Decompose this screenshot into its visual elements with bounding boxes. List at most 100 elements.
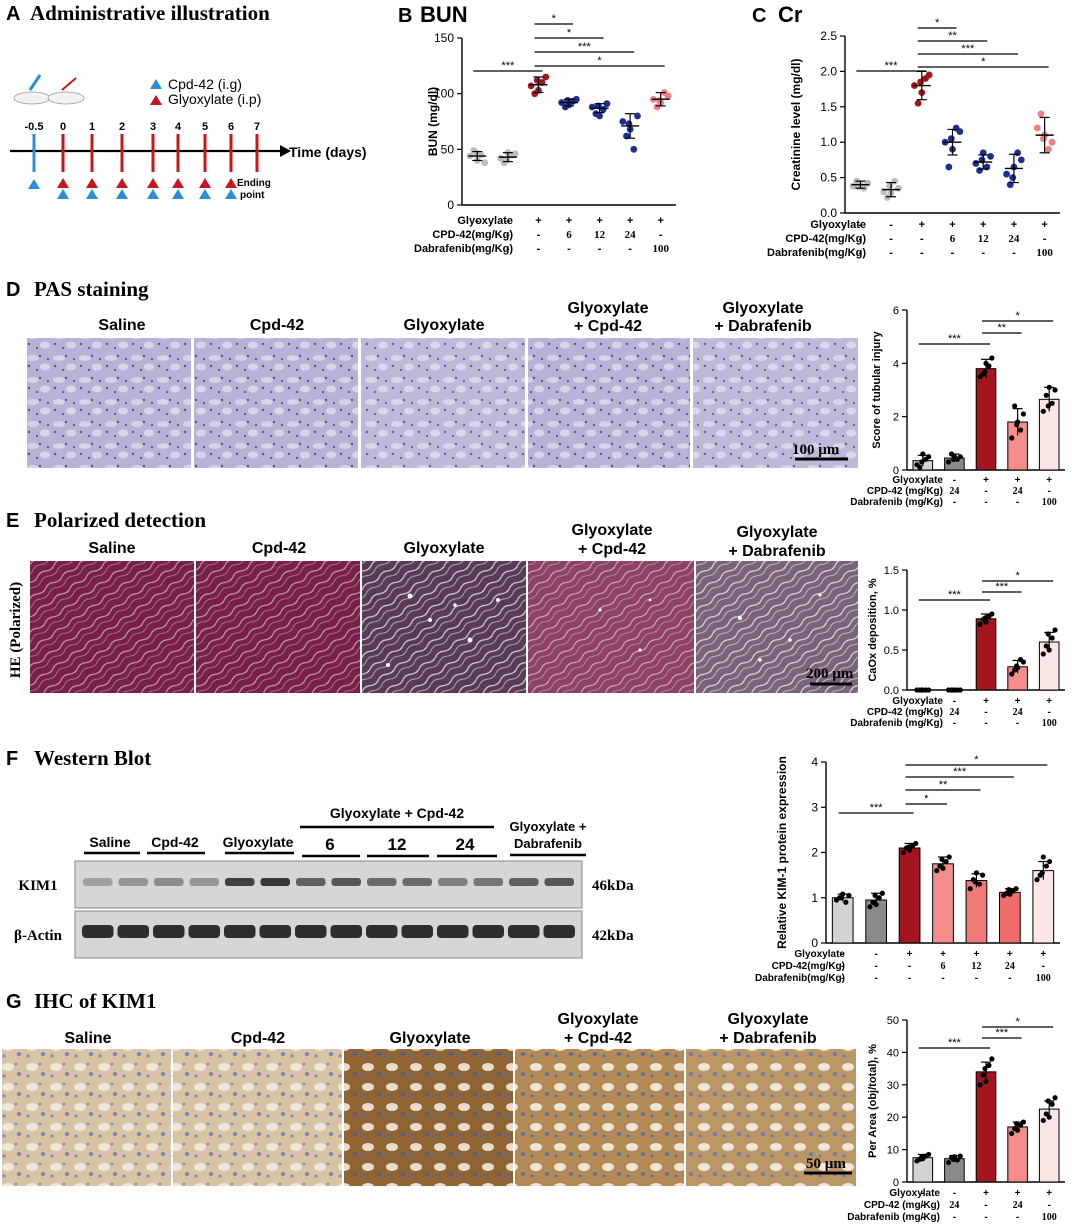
treatment-cell: - (841, 961, 844, 972)
y-axis-label: Per Area (obj/total), % (867, 1044, 879, 1158)
treatment-cell: 24 (949, 1200, 959, 1211)
data-point (922, 75, 929, 82)
blot-band-actin (401, 925, 433, 938)
treatment-cell: 12 (971, 961, 981, 972)
treatment-cell: + (983, 475, 989, 486)
triangle-blue-icon (172, 189, 184, 199)
data-point (1048, 138, 1056, 146)
treatment-cell: - (908, 973, 911, 984)
wb-dose-24: 24 (456, 835, 475, 854)
blot-band-actin (437, 925, 469, 938)
treatment-cell: - (1048, 707, 1051, 718)
data-point (943, 858, 949, 865)
treatment-cell: - (506, 215, 510, 227)
legend-glyoxylate: Glyoxylate (i.p) (168, 91, 261, 107)
wb-kda-kim1: 46kDa (592, 878, 634, 894)
timeline-tick-label: 4 (175, 121, 182, 133)
treatment-cell: 24 (625, 229, 637, 241)
triangle-red-icon (199, 178, 211, 188)
data-point (895, 184, 902, 192)
label-gly-cpd-1: Glyoxylate (568, 300, 649, 317)
significance-label: * (1015, 310, 1020, 322)
blot-band-kim1 (473, 878, 503, 886)
bar (975, 618, 997, 691)
blot-band-actin (508, 925, 540, 938)
treatment-cell: + (596, 215, 602, 227)
data-point (967, 886, 973, 892)
data-point (1034, 877, 1040, 883)
y-tick-label: 3 (811, 800, 818, 814)
treatment-cell: - (921, 497, 924, 508)
label-cpd42: Cpd-42 (250, 317, 304, 334)
data-point (1017, 156, 1025, 164)
data-point (1043, 863, 1049, 869)
significance-label: * (567, 27, 572, 39)
data-point (1039, 870, 1045, 876)
label-cpd42: Cpd-42 (231, 1030, 285, 1047)
mouse-icon (47, 77, 85, 105)
data-point (1052, 627, 1058, 633)
treatment-cell: - (975, 973, 978, 984)
blot-band-actin (295, 925, 327, 938)
data-point (947, 135, 955, 143)
blot-band-kim1 (83, 878, 113, 886)
triangle-red-icon (225, 178, 237, 188)
data-point (1052, 387, 1058, 393)
significance-label: * (974, 754, 979, 766)
y-tick-label: 2 (893, 412, 899, 424)
timeline-tick-label: 6 (228, 121, 234, 133)
treatment-cell: - (598, 243, 602, 255)
triangle-red-icon (150, 95, 162, 105)
panel-a: A Administrative illustration Cpd-42 (i.… (6, 1, 367, 201)
timeline-tick-label: -0.5 (25, 121, 44, 133)
y-tick-label: 4 (811, 755, 818, 769)
data-point (1044, 145, 1052, 153)
treatment-cell: 6 (950, 233, 956, 245)
data-point (972, 879, 978, 885)
label-saline: Saline (88, 540, 135, 557)
treatment-cell: - (1008, 973, 1011, 984)
treatment-cell: + (907, 949, 913, 960)
y-tick-label: 0 (893, 1177, 899, 1189)
data-point (989, 1056, 995, 1062)
arrowhead-icon (280, 145, 291, 157)
chart-cr: 0.0 0.5 1.0 1.5 2.0 2.5 Creatinine level (mg/d… (767, 17, 1060, 259)
triangle-blue-icon (199, 189, 211, 199)
treatment-cell: - (921, 486, 924, 497)
time-label: Time (days) (289, 144, 367, 160)
treatment-cell: - (537, 243, 541, 255)
bar (998, 891, 1021, 944)
treatment-cell: + (983, 1188, 989, 1199)
data-point (542, 73, 550, 81)
data-point (1033, 124, 1041, 132)
triangle-blue-icon (116, 189, 128, 199)
treatment-cell: - (841, 973, 844, 984)
y-tick-label: 20 (887, 1112, 899, 1124)
data-point (900, 849, 906, 856)
treatment-cell: - (921, 718, 924, 729)
timeline-ticks: -0.5 0 1 2 3 4 5 6 7 (25, 121, 260, 199)
treatment-row-label: Glyoxylate (889, 1188, 940, 1199)
label-glyoxylate: Glyoxylate (404, 317, 485, 334)
y-tick-label: 1.0 (820, 135, 837, 149)
treatment-cell: - (859, 219, 863, 231)
data-point (867, 904, 873, 910)
panel-b-letter: B (398, 5, 412, 27)
triangle-red-icon (57, 178, 69, 188)
treatment-cell: + (627, 215, 633, 227)
treatment-cell: 24 (949, 707, 959, 718)
label-gly-cpd-1: Glyoxylate (558, 1011, 639, 1028)
data-point (472, 149, 480, 157)
data-point (972, 160, 980, 167)
treatment-cell: - (859, 233, 863, 245)
treatment-cell: - (567, 243, 571, 255)
significance-label: *** (885, 60, 899, 72)
treatment-cell: - (889, 247, 893, 259)
y-tick-label: 1.5 (820, 100, 837, 114)
treatment-cell: - (984, 486, 987, 497)
label-gly-dab-1: Glyoxylate (737, 524, 818, 541)
micrograph-ihc-gly-cpd (515, 1049, 684, 1186)
treatment-row-label: CPD-42(mg/Kg) (785, 233, 866, 245)
data-point (503, 157, 511, 164)
data-point (957, 1153, 963, 1159)
